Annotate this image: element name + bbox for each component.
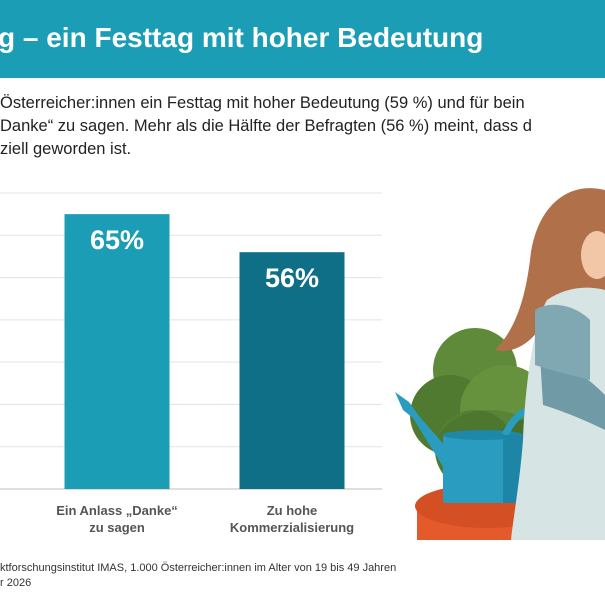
category-label: Ein Anlass „Danke“: [56, 503, 178, 518]
watering-can-shade: [503, 435, 523, 503]
bar: [64, 214, 170, 489]
bar-chart: 65% Ein Anlass „Danke“ zu sagen 56% Zu hohe K…: [0, 192, 382, 535]
category-label: zu sagen: [89, 520, 145, 535]
watering-can-spout: [395, 392, 453, 470]
category-label: Zu hohe: [267, 503, 318, 518]
data-label: 65%: [90, 225, 144, 255]
face-shape: [581, 231, 605, 279]
title-banner: g – ein Festtag mit hoher Bedeutung: [0, 0, 605, 78]
source-line: ktforschungsinstitut IMAS, 1.000 Österre…: [0, 562, 397, 574]
intro-line: Danke“ zu sagen. Mehr als die Hälfte der…: [0, 117, 532, 135]
woman-watering-plant-illustration: [395, 188, 605, 540]
intro-line: ziell geworden ist.: [0, 140, 132, 158]
sleeve-shape: [535, 304, 590, 380]
arm-shape: [540, 355, 605, 430]
source-line: r 2026: [0, 577, 32, 589]
bar: [239, 252, 345, 489]
source-note: ktforschungsinstitut IMAS, 1.000 Österre…: [0, 561, 396, 591]
page-title: g – ein Festtag mit hoher Bedeutung: [0, 22, 484, 53]
category-label: Kommerzialisierung: [230, 520, 354, 535]
intro-line: Österreicher:innen ein Festtag mit hoher…: [0, 94, 525, 112]
data-label: 56%: [265, 263, 319, 293]
intro-text: Österreicher:innen ein Festtag mit hoher…: [0, 92, 605, 161]
